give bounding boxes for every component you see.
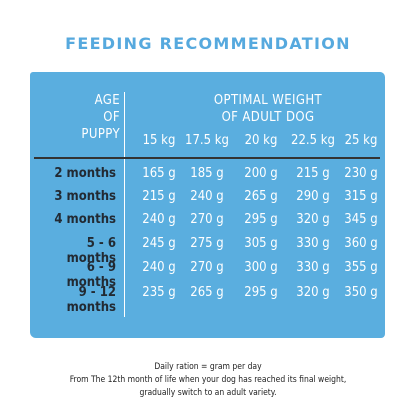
ration-cell: 290 g bbox=[296, 189, 330, 204]
ration-cell: 275 g bbox=[190, 236, 224, 251]
ration-cell: 305 g bbox=[244, 236, 278, 251]
table-header-divider bbox=[34, 157, 380, 159]
ration-cell: 270 g bbox=[190, 260, 224, 275]
adult-switch-note-continued: gradually switch to an adult variety. bbox=[139, 388, 277, 398]
ration-cell: 320 g bbox=[296, 285, 330, 300]
ration-cell: 355 g bbox=[344, 260, 378, 275]
ration-cell: 265 g bbox=[244, 189, 278, 204]
age-cell: 6 - 9 months bbox=[66, 260, 116, 290]
ration-cell: 330 g bbox=[296, 260, 330, 275]
ration-cell: 240 g bbox=[142, 260, 176, 275]
weight-column-header: 15 kg bbox=[142, 133, 176, 148]
weight-header-line: OPTIMAL WEIGHT bbox=[213, 93, 323, 108]
ration-cell: 240 g bbox=[142, 212, 176, 227]
feeding-table-panel bbox=[30, 72, 385, 338]
age-of-puppy-header: AGE OF PUPPY bbox=[60, 92, 120, 143]
ration-cell: 200 g bbox=[244, 166, 278, 181]
age-header-line: AGE bbox=[94, 93, 120, 108]
table-row: 2 months 165 g 185 g 200 g 215 g 230 g bbox=[0, 166, 416, 190]
weight-column-header: 22.5 kg bbox=[291, 133, 335, 148]
ration-cell: 230 g bbox=[344, 166, 378, 181]
table-row: 5 - 6 months 245 g 275 g 305 g 330 g 360 g bbox=[0, 236, 416, 266]
weight-header-line: OF ADULT DOG bbox=[221, 110, 315, 125]
ration-cell: 320 g bbox=[296, 212, 330, 227]
table-vertical-divider bbox=[124, 92, 125, 317]
table-row: 6 - 9 months 240 g 270 g 300 g 330 g 355 g bbox=[0, 260, 416, 290]
age-cell: 2 months bbox=[54, 166, 116, 181]
weight-column-header: 25 kg bbox=[344, 133, 378, 148]
ration-cell: 330 g bbox=[296, 236, 330, 251]
table-row: 9 - 12 months 235 g 265 g 295 g 320 g 350 g bbox=[0, 285, 416, 315]
table-row: 3 months 215 g 240 g 265 g 290 g 315 g bbox=[0, 189, 416, 213]
daily-ration-note: Daily ration = gram per day bbox=[154, 362, 262, 372]
weight-column-header: 20 kg bbox=[244, 133, 278, 148]
age-cell: 9 - 12 months bbox=[66, 285, 116, 315]
optimal-weight-header: OPTIMAL WEIGHT OF ADULT DOG bbox=[168, 92, 368, 126]
weight-column-header: 17.5 kg bbox=[185, 133, 229, 148]
age-header-line: PUPPY bbox=[81, 127, 120, 142]
age-cell: 5 - 6 months bbox=[66, 236, 116, 266]
ration-cell: 350 g bbox=[344, 285, 378, 300]
ration-cell: 245 g bbox=[142, 236, 176, 251]
page-title: FEEDING RECOMMENDATION bbox=[65, 34, 351, 53]
ration-cell: 235 g bbox=[142, 285, 176, 300]
age-cell: 3 months bbox=[54, 189, 116, 204]
ration-cell: 295 g bbox=[244, 285, 278, 300]
table-row: 4 months 240 g 270 g 295 g 320 g 345 g bbox=[0, 212, 416, 236]
ration-cell: 165 g bbox=[142, 166, 176, 181]
ration-cell: 265 g bbox=[190, 285, 224, 300]
ration-cell: 295 g bbox=[244, 212, 278, 227]
ration-cell: 240 g bbox=[190, 189, 224, 204]
ration-cell: 360 g bbox=[344, 236, 378, 251]
adult-switch-note: From The 12th month of life when your do… bbox=[69, 375, 347, 385]
ration-cell: 215 g bbox=[142, 189, 176, 204]
ration-cell: 270 g bbox=[190, 212, 224, 227]
ration-cell: 215 g bbox=[296, 166, 330, 181]
ration-cell: 185 g bbox=[190, 166, 224, 181]
ration-cell: 300 g bbox=[244, 260, 278, 275]
age-header-line: OF bbox=[103, 110, 120, 125]
ration-cell: 315 g bbox=[344, 189, 378, 204]
age-cell: 4 months bbox=[54, 212, 116, 227]
ration-cell: 345 g bbox=[344, 212, 378, 227]
